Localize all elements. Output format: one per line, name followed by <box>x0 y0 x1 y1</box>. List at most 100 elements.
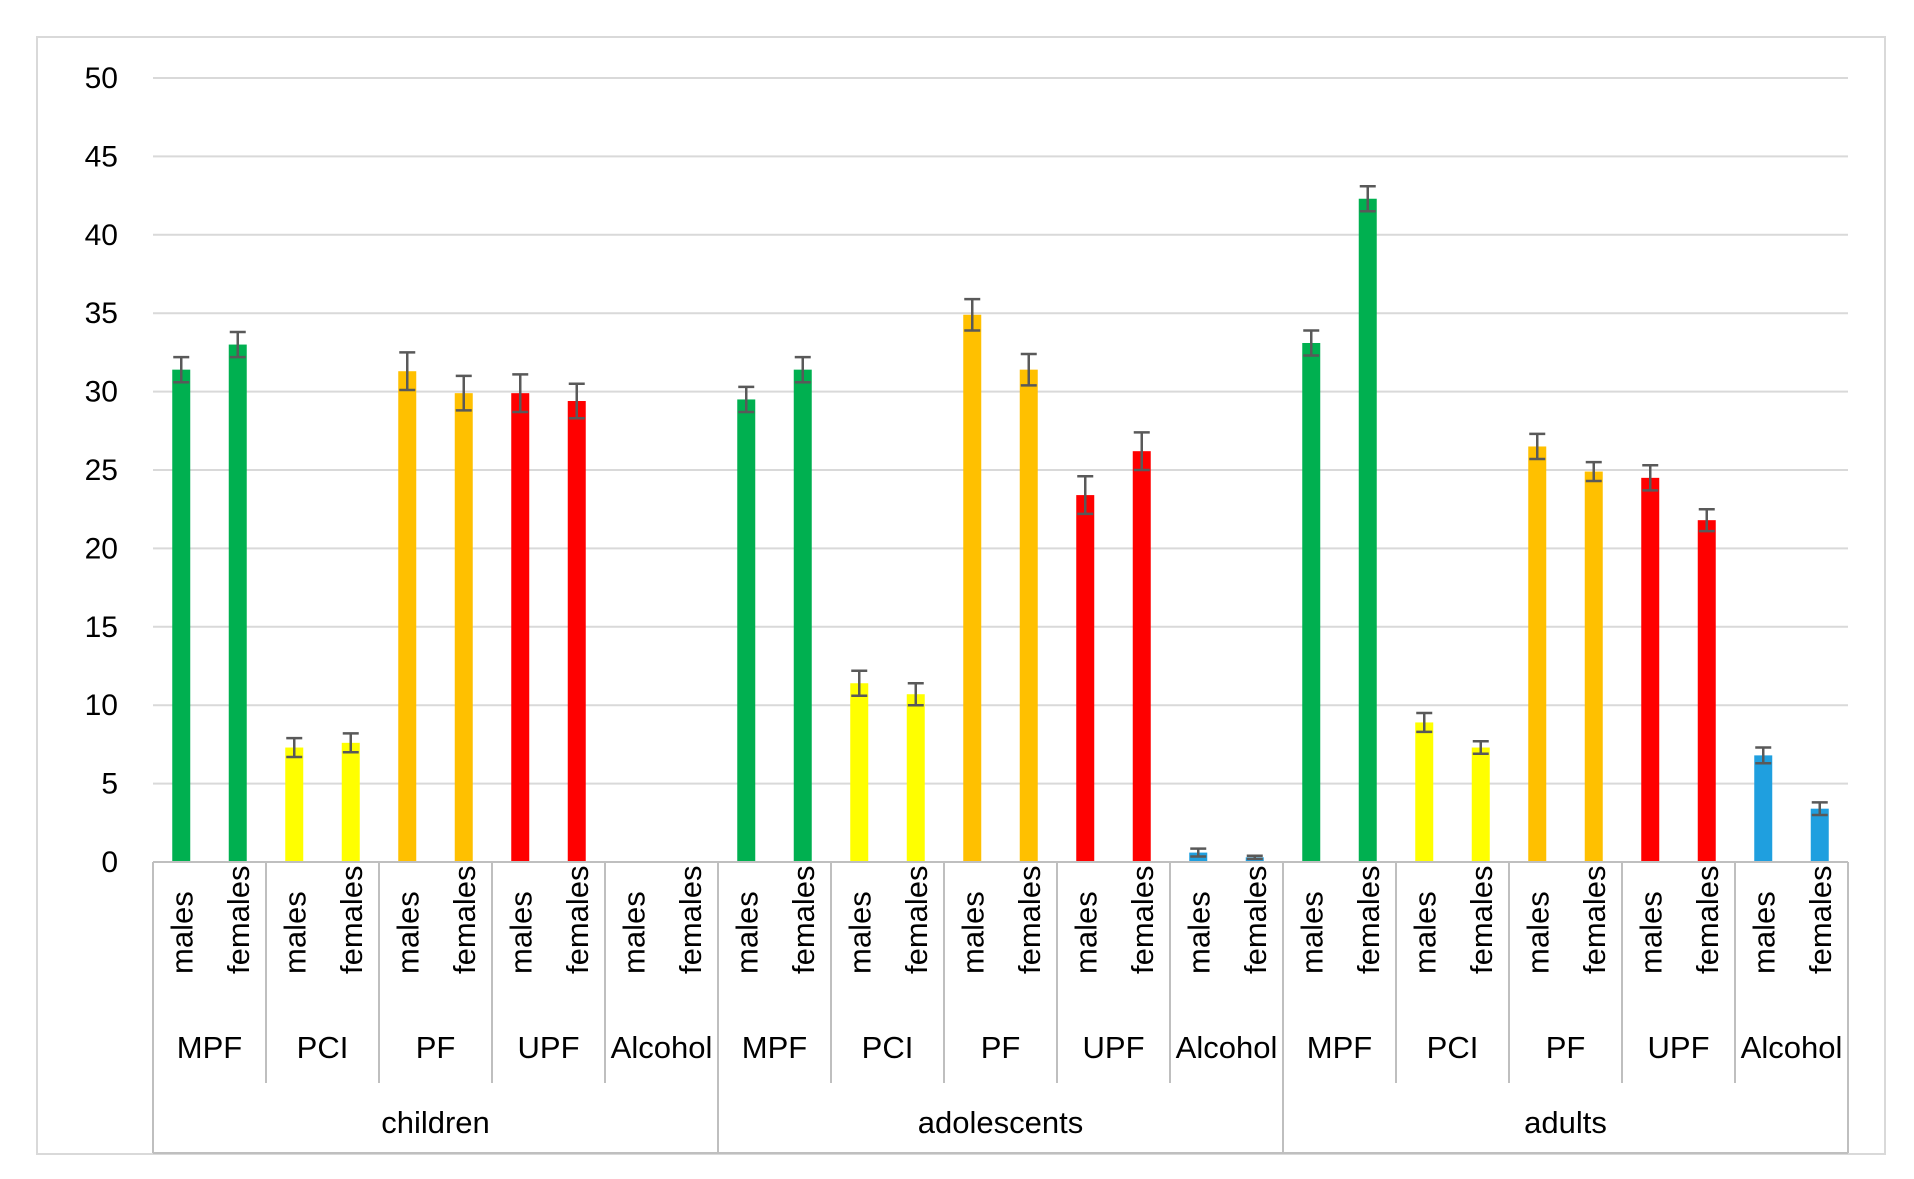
error-bar-children-PF-females <box>455 374 472 412</box>
bar-adolescents-MPF-males <box>737 399 756 862</box>
sex-label-adolescents-UPF-females: females <box>1125 865 1160 974</box>
bar-adults-MPF-females <box>1358 198 1377 863</box>
bar-children-MPF-males <box>172 369 191 862</box>
bar-adolescents-PF-females <box>1019 369 1038 862</box>
error-bar-adults-UPF-males <box>1642 464 1659 492</box>
error-bar-children-PCI-females <box>342 732 359 754</box>
y-tick-label-50: 50 <box>85 62 118 95</box>
sex-label-adolescents-UPF-males: males <box>1068 891 1103 974</box>
group-label-children: children <box>381 1105 490 1140</box>
error-bar-adolescents-MPF-females <box>794 355 811 384</box>
category-label-adults-PF: PF <box>1546 1030 1586 1065</box>
group-label-adults: adults <box>1524 1105 1607 1140</box>
sex-label-adults-Alcohol-males: males <box>1746 891 1781 974</box>
sex-label-adolescents-PCI-females: females <box>899 865 934 974</box>
error-bar-adolescents-PF-females <box>1020 352 1037 387</box>
y-tick-label-45: 45 <box>85 140 118 173</box>
sex-label-children-PCI-males: males <box>277 891 312 974</box>
bar-children-PCI-males <box>285 747 304 862</box>
sex-label-children-UPF-females: females <box>560 865 595 974</box>
sex-label-adolescents-PCI-males: males <box>842 891 877 974</box>
error-bar-adults-MPF-males <box>1303 329 1320 357</box>
error-bar-adolescents-Alcohol-females <box>1246 854 1263 861</box>
bar-children-UPF-males <box>511 393 530 862</box>
category-axis-labels: males females MPF males females PCI males femal… <box>164 865 1842 1140</box>
sex-label-adults-UPF-females: females <box>1690 865 1725 974</box>
category-label-children-Alcohol: Alcohol <box>611 1030 713 1065</box>
error-bars <box>173 184 1828 861</box>
category-axis <box>152 861 1849 1154</box>
error-bar-adolescents-UPF-females <box>1133 431 1150 472</box>
sex-label-adolescents-MPF-males: males <box>729 891 764 974</box>
category-label-adults-UPF: UPF <box>1648 1030 1710 1065</box>
error-bar-adults-MPF-females <box>1359 184 1376 213</box>
bar-adolescents-UPF-females <box>1132 451 1151 862</box>
y-tick-label-10: 10 <box>85 689 118 722</box>
y-tick-label-40: 40 <box>85 219 118 252</box>
category-label-children-MPF: MPF <box>177 1030 242 1065</box>
category-label-adults-PCI: PCI <box>1427 1030 1479 1065</box>
bar-adults-PCI-females <box>1471 747 1490 862</box>
category-label-children-PF: PF <box>416 1030 456 1065</box>
sex-label-children-PF-males: males <box>390 891 425 974</box>
group-label-adolescents: adolescents <box>918 1105 1083 1140</box>
sex-label-children-UPF-males: males <box>503 891 538 974</box>
error-bar-adolescents-Alcohol-males <box>1190 847 1207 858</box>
error-bar-adults-PCI-males <box>1416 711 1433 734</box>
sex-label-children-MPF-males: males <box>164 891 199 974</box>
error-bar-children-UPF-females <box>568 382 585 420</box>
error-bar-adults-UPF-females <box>1698 507 1715 533</box>
category-label-adolescents-Alcohol: Alcohol <box>1176 1030 1278 1065</box>
error-bar-adolescents-PCI-females <box>907 681 924 707</box>
bar-adults-Alcohol-females <box>1810 808 1829 862</box>
y-tick-label-35: 35 <box>85 297 118 330</box>
category-label-children-UPF: UPF <box>518 1030 580 1065</box>
error-bar-children-MPF-males <box>173 355 190 384</box>
error-bar-adolescents-PCI-males <box>851 669 868 698</box>
bar-adolescents-PCI-males <box>850 683 869 862</box>
bar-children-MPF-females <box>228 344 247 862</box>
error-bar-adolescents-MPF-males <box>738 385 755 414</box>
bar-children-PCI-females <box>341 742 360 862</box>
error-bar-adults-PF-males <box>1529 432 1546 461</box>
y-tick-label-20: 20 <box>85 532 118 565</box>
sex-label-adolescents-MPF-females: females <box>786 865 821 974</box>
bar-adolescents-UPF-males <box>1076 495 1095 862</box>
bar-children-PF-females <box>454 393 473 862</box>
error-bar-children-PCI-males <box>286 736 303 759</box>
bar-adults-PF-females <box>1584 471 1603 862</box>
sex-label-adults-MPF-females: females <box>1351 865 1386 974</box>
sex-label-children-Alcohol-females: females <box>673 865 708 974</box>
sex-label-adults-PCI-males: males <box>1407 891 1442 974</box>
bars <box>172 198 1829 863</box>
category-label-children-PCI: PCI <box>297 1030 349 1065</box>
bar-children-UPF-females <box>567 401 586 862</box>
y-tick-label-5: 5 <box>101 768 118 801</box>
sex-label-adolescents-PF-males: males <box>955 891 990 974</box>
category-label-adolescents-PCI: PCI <box>862 1030 914 1065</box>
category-label-adolescents-UPF: UPF <box>1083 1030 1145 1065</box>
sex-label-adolescents-Alcohol-males: males <box>1181 891 1216 974</box>
sex-label-children-Alcohol-males: males <box>616 891 651 974</box>
chart-border <box>36 36 1886 1155</box>
error-bar-adolescents-PF-males <box>964 297 981 332</box>
error-bar-adults-Alcohol-females <box>1811 801 1828 817</box>
sex-label-adults-PCI-females: females <box>1464 865 1499 974</box>
y-tick-label-30: 30 <box>85 376 118 409</box>
bar-adolescents-PF-males <box>963 314 982 862</box>
bar-adolescents-PCI-females <box>906 694 925 862</box>
error-bar-adults-Alcohol-males <box>1755 746 1772 765</box>
error-bar-children-MPF-females <box>229 330 246 359</box>
sex-label-children-PCI-females: females <box>334 865 369 974</box>
category-label-adolescents-MPF: MPF <box>742 1030 807 1065</box>
sex-label-children-PF-females: females <box>447 865 482 974</box>
sex-label-adolescents-PF-females: females <box>1012 865 1047 974</box>
category-label-adults-MPF: MPF <box>1307 1030 1372 1065</box>
bar-children-PF-males <box>398 371 417 862</box>
bar-adults-PCI-males <box>1415 722 1434 862</box>
gridlines <box>153 77 1848 785</box>
bar-adults-UPF-females <box>1697 520 1716 862</box>
bar-adolescents-MPF-females <box>793 369 812 862</box>
bar-adults-UPF-males <box>1641 477 1660 862</box>
